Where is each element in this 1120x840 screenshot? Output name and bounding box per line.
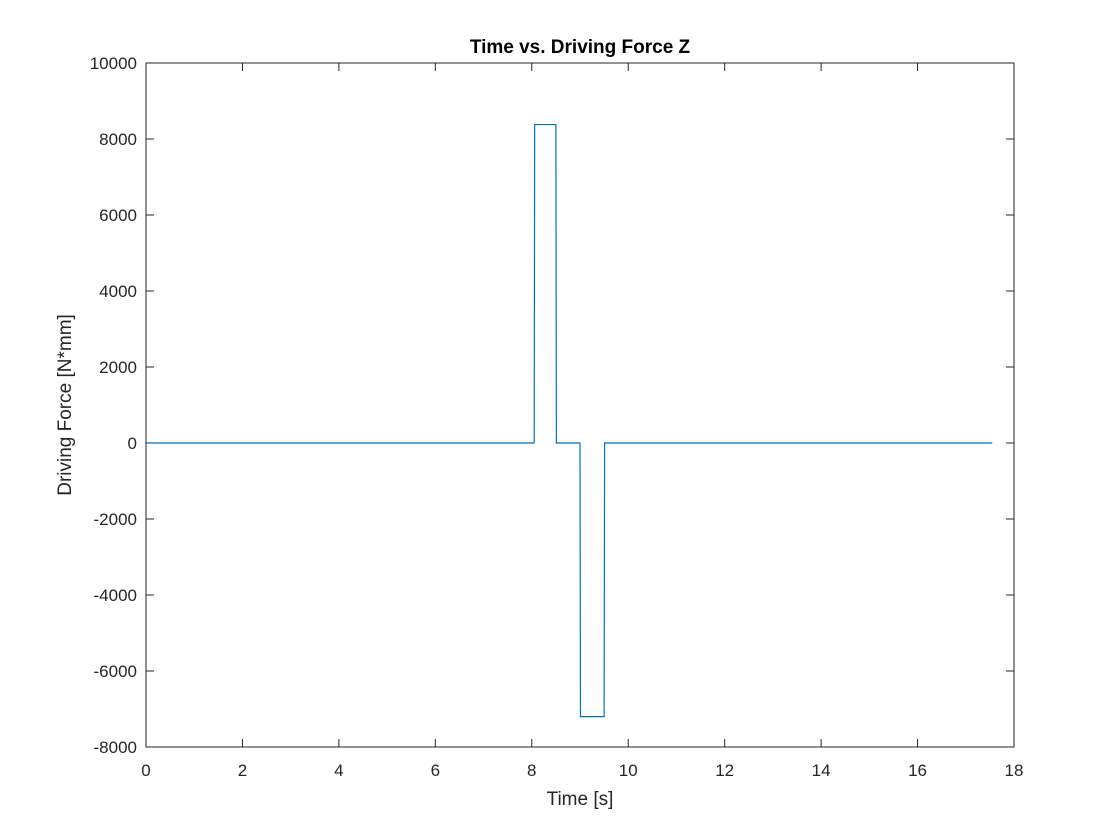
tick-labels: 0 2 4 6 8 10 12 14 16 18 -8000 -6000 -4000 -2000 0 2000… [90,54,1024,780]
x-tick-label: 10 [619,761,638,780]
series-line-0 [146,123,993,718]
x-tick-label: 0 [141,761,150,780]
y-tick-label: 2000 [99,358,137,377]
y-axis-label: Driving Force [N*mm] [55,314,76,496]
y-tick-label: -8000 [94,738,137,757]
x-tick-label: 12 [715,761,734,780]
axes-box [145,62,1015,748]
x-tick-label: 6 [431,761,440,780]
y-tick-label: 0 [128,434,137,453]
y-tick-label: -2000 [94,510,137,529]
x-tick-label: 14 [812,761,831,780]
x-tick-label: 16 [908,761,927,780]
series-layer [146,123,993,718]
y-tick-label: 4000 [99,282,137,301]
x-tick-label: 4 [334,761,343,780]
y-tick-label: -6000 [94,662,137,681]
y-tick-label: 6000 [99,206,137,225]
y-tick-label: 10000 [90,54,137,73]
chart-title: Time vs. Driving Force Z [470,37,691,58]
x-tick-label: 18 [1005,761,1024,780]
y-tick-label: -4000 [94,586,137,605]
x-tick-label: 2 [238,761,247,780]
x-axis-label: Time [s] [547,789,614,810]
x-tick-label: 8 [527,761,536,780]
y-tick-label: 8000 [99,130,137,149]
